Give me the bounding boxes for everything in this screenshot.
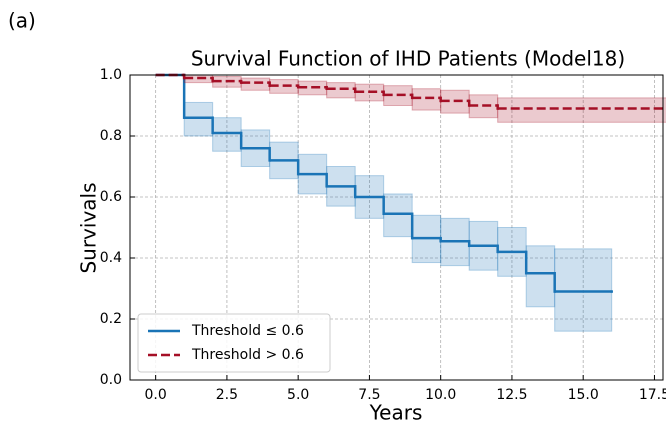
confidence-band: [554, 248, 613, 332]
axes-frame: [129, 74, 664, 381]
confidence-band: [240, 77, 271, 91]
chart-title: Survival Function of IHD Patients (Model…: [191, 47, 625, 71]
x-tick-label: 10.0: [425, 387, 456, 403]
confidence-band: [183, 101, 214, 137]
x-axis-label: Years: [369, 401, 423, 425]
x-tick-label: 17.5: [639, 387, 666, 403]
confidence-band: [212, 117, 242, 152]
confidence-band: [525, 245, 556, 308]
x-tick-label: 2.5: [216, 387, 238, 403]
y-tick-label: 0.8: [100, 128, 122, 144]
legend-label: Threshold > 0.6: [191, 347, 304, 363]
y-axis-label: Survivals: [77, 182, 101, 273]
x-tick-label: 7.5: [358, 387, 380, 403]
legend-box: [137, 313, 331, 373]
x-tick-label: 5.0: [287, 387, 309, 403]
legend-label: Threshold ≤ 0.6: [191, 323, 304, 339]
y-tick-label: 1.0: [100, 67, 122, 83]
x-tick-label: 15.0: [568, 387, 599, 403]
y-tick-label: 0.2: [100, 311, 122, 327]
confidence-band: [326, 82, 356, 99]
y-tick-label: 0.4: [100, 250, 122, 266]
panel-label: (a): [8, 9, 36, 33]
y-tick-label: 0.6: [100, 189, 122, 205]
confidence-band: [383, 193, 413, 238]
confidence-band: [497, 97, 666, 123]
confidence-band: [411, 88, 442, 111]
x-tick-label: 0.0: [145, 387, 167, 403]
x-tick-label: 12.5: [496, 387, 527, 403]
y-tick-label: 0.0: [100, 372, 122, 388]
